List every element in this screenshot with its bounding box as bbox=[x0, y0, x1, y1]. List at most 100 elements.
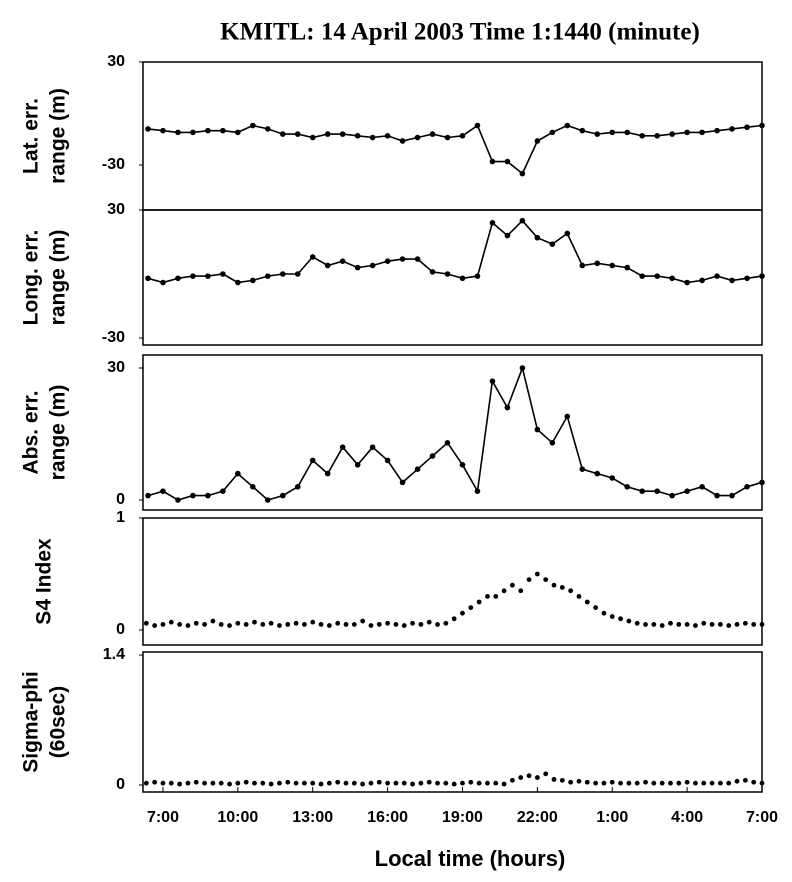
data-point bbox=[759, 122, 765, 129]
data-point bbox=[443, 620, 449, 626]
data-point bbox=[726, 623, 732, 628]
y-tick-label: 30 bbox=[107, 201, 125, 218]
data-point bbox=[235, 470, 241, 477]
data-point bbox=[235, 620, 241, 626]
data-point bbox=[175, 129, 181, 136]
data-point bbox=[519, 365, 526, 371]
data-point bbox=[643, 779, 648, 785]
data-point bbox=[318, 622, 324, 627]
data-point bbox=[227, 781, 232, 787]
data-point bbox=[584, 599, 590, 605]
data-point bbox=[559, 777, 565, 783]
data-point bbox=[326, 623, 332, 628]
data-point bbox=[252, 619, 257, 625]
data-point bbox=[669, 131, 675, 137]
data-point bbox=[693, 780, 698, 786]
data-point bbox=[669, 275, 675, 282]
data-point bbox=[426, 619, 432, 625]
data-point bbox=[759, 479, 765, 486]
x-tick-label: 22:00 bbox=[517, 809, 558, 826]
y-tick-label: -30 bbox=[102, 329, 125, 346]
data-point bbox=[339, 444, 346, 451]
data-point bbox=[193, 779, 199, 785]
y-tick-label: 0 bbox=[116, 621, 125, 638]
data-point bbox=[343, 780, 349, 786]
data-point bbox=[459, 133, 466, 139]
data-point bbox=[668, 620, 673, 626]
data-point bbox=[510, 777, 515, 783]
data-point bbox=[759, 622, 765, 627]
data-point bbox=[152, 623, 158, 628]
data-point bbox=[177, 622, 183, 627]
x-tick-label: 7:00 bbox=[746, 809, 778, 826]
data-point bbox=[294, 484, 301, 490]
data-point bbox=[235, 279, 241, 286]
data-point bbox=[418, 622, 424, 627]
data-point bbox=[684, 622, 690, 627]
plot-frame bbox=[142, 517, 763, 646]
data-point bbox=[393, 780, 399, 786]
data-point bbox=[618, 780, 623, 786]
y-axis-label: Abs. err. bbox=[20, 390, 43, 474]
data-point bbox=[218, 780, 224, 786]
data-point bbox=[609, 779, 615, 785]
data-point bbox=[252, 780, 257, 786]
data-point bbox=[220, 271, 226, 277]
data-point bbox=[474, 122, 481, 129]
data-point bbox=[285, 622, 291, 627]
data-point bbox=[579, 127, 586, 134]
data-point bbox=[160, 622, 166, 627]
data-point bbox=[369, 262, 376, 269]
y-tick-label: 30 bbox=[107, 359, 125, 376]
data-point bbox=[384, 258, 391, 265]
data-point bbox=[145, 275, 151, 282]
data-point bbox=[410, 620, 415, 626]
data-point bbox=[476, 599, 482, 605]
data-point bbox=[318, 781, 324, 787]
data-point bbox=[277, 780, 282, 786]
data-point bbox=[699, 277, 705, 284]
data-point bbox=[718, 622, 723, 627]
data-point bbox=[444, 271, 451, 277]
y-axis-label: Sigma-phi bbox=[20, 671, 43, 773]
data-point bbox=[526, 773, 532, 779]
data-point bbox=[518, 775, 524, 780]
data-point bbox=[684, 129, 690, 136]
data-point bbox=[501, 781, 507, 787]
data-point bbox=[504, 158, 511, 165]
data-point bbox=[468, 605, 474, 610]
data-point bbox=[279, 271, 286, 277]
data-point bbox=[759, 273, 765, 279]
data-point bbox=[310, 619, 316, 625]
data-point bbox=[324, 262, 331, 269]
data-point bbox=[626, 780, 632, 786]
data-point bbox=[726, 780, 732, 786]
data-point bbox=[279, 131, 286, 137]
data-point bbox=[579, 466, 586, 473]
data-point bbox=[335, 779, 341, 785]
data-point bbox=[235, 780, 241, 786]
x-axis-label: Local time (hours) bbox=[375, 846, 566, 871]
data-point bbox=[564, 230, 571, 237]
data-point bbox=[639, 273, 645, 279]
plot-frame bbox=[142, 61, 763, 211]
data-point bbox=[309, 134, 316, 141]
data-point bbox=[444, 134, 451, 141]
data-point bbox=[277, 623, 282, 628]
data-point bbox=[190, 492, 196, 499]
data-point bbox=[701, 780, 707, 786]
data-point bbox=[310, 780, 316, 786]
data-point bbox=[534, 775, 540, 780]
data-point bbox=[339, 131, 346, 137]
data-point bbox=[360, 618, 366, 624]
data-point bbox=[384, 457, 391, 464]
data-point bbox=[369, 134, 376, 141]
data-point bbox=[435, 780, 440, 786]
data-point bbox=[624, 129, 631, 136]
data-point bbox=[429, 269, 436, 275]
data-point bbox=[250, 484, 256, 490]
data-point bbox=[268, 781, 274, 787]
data-point bbox=[714, 273, 720, 279]
data-point bbox=[624, 484, 631, 490]
data-point bbox=[668, 780, 673, 786]
